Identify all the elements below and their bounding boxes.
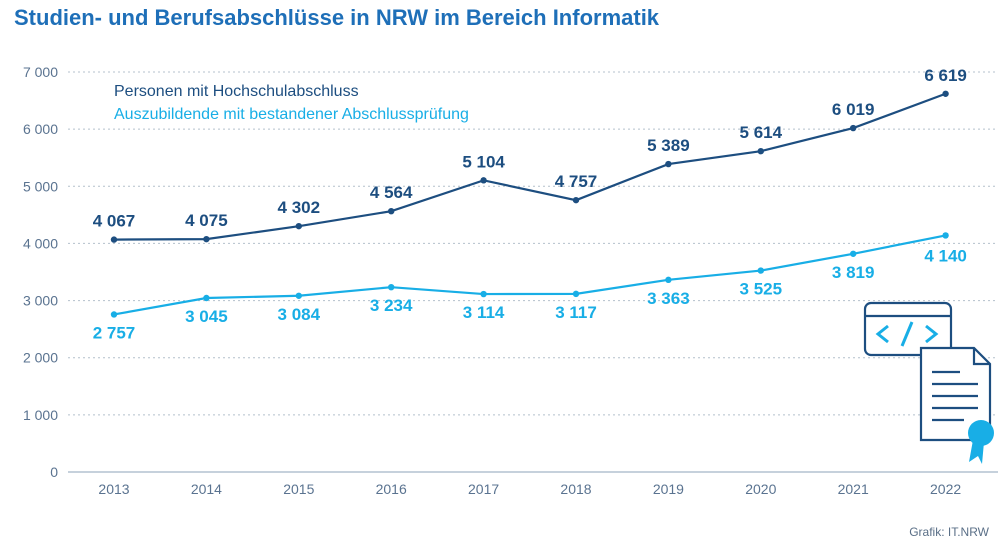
data-label: 4 075 <box>185 211 228 230</box>
data-point <box>110 311 118 318</box>
data-label: 3 117 <box>555 303 597 322</box>
series-line-2 <box>113 234 946 316</box>
x-tick-label: 2022 <box>930 481 961 497</box>
data-label: 4 564 <box>370 183 413 202</box>
data-point <box>480 177 487 184</box>
data-label: 3 234 <box>370 296 413 315</box>
y-tick-label: 4 000 <box>23 235 58 251</box>
data-label: 5 614 <box>740 123 783 142</box>
data-label: 6 019 <box>832 100 875 119</box>
data-point <box>572 196 580 204</box>
x-tick-label: 2018 <box>560 481 591 497</box>
data-label: 6 619 <box>924 66 967 85</box>
y-tick-label: 3 000 <box>23 293 58 309</box>
chart-title: Studien- und Berufsabschlüsse in NRW im … <box>14 5 660 30</box>
legend-entry-2: Auszubildende mit bestandener Abschlussp… <box>114 106 469 123</box>
y-tick-label: 0 <box>50 464 58 480</box>
data-point <box>665 160 672 168</box>
data-point <box>850 250 857 257</box>
data-point <box>942 90 949 97</box>
data-point <box>665 276 672 284</box>
x-axis-ticks: 2013 2014 2015 2016 2017 2018 2019 2020 2021 2022 <box>98 481 961 497</box>
data-point <box>850 124 857 132</box>
x-tick-label: 2020 <box>745 481 776 497</box>
data-point <box>295 292 302 299</box>
data-label: 5 104 <box>462 152 505 171</box>
data-point <box>110 236 118 243</box>
data-label: 4 140 <box>924 246 967 265</box>
data-label: 4 067 <box>93 212 136 231</box>
data-label: 3 363 <box>647 289 690 308</box>
data-label: 2 757 <box>93 323 136 342</box>
y-axis-ticks: 0 1 000 2 000 3 000 4 000 5 000 6 000 7 000 <box>23 64 58 480</box>
data-label: 3 819 <box>832 263 875 282</box>
x-tick-label: 2013 <box>98 481 129 497</box>
data-label: 5 389 <box>647 136 690 155</box>
data-point <box>295 222 302 230</box>
x-tick-label: 2014 <box>191 481 222 497</box>
y-tick-label: 2 000 <box>23 350 58 366</box>
data-point <box>388 208 395 215</box>
data-point <box>388 284 395 291</box>
y-tick-label: 7 000 <box>23 64 58 80</box>
data-label: 4 757 <box>555 172 598 191</box>
x-tick-label: 2016 <box>376 481 407 497</box>
series-line-1 <box>113 92 946 241</box>
legend-entry-1: Personen mit Hochschulabschluss <box>114 83 359 100</box>
certificate-icon <box>919 346 994 464</box>
data-point <box>203 294 210 302</box>
x-tick-label: 2021 <box>838 481 869 497</box>
data-point <box>942 232 949 239</box>
grid-lines <box>68 71 998 473</box>
source-credit: Grafik: IT.NRW <box>909 525 989 539</box>
data-labels: 4 067 4 075 4 302 4 564 5 104 4 757 5 389 5 614… <box>93 66 967 343</box>
data-point <box>757 267 764 274</box>
data-label: 3 114 <box>463 303 505 322</box>
data-point <box>757 148 764 155</box>
data-label: 3 525 <box>740 280 783 299</box>
data-point <box>480 290 487 298</box>
x-tick-label: 2019 <box>653 481 684 497</box>
data-point <box>203 235 210 243</box>
legend: Personen mit Hochschulabschluss Auszubild… <box>114 83 469 123</box>
data-point <box>572 290 580 298</box>
data-label: 3 084 <box>278 305 321 324</box>
x-tick-label: 2015 <box>283 481 314 497</box>
y-tick-label: 5 000 <box>23 178 58 194</box>
code-window-icon <box>863 301 953 357</box>
x-tick-label: 2017 <box>468 481 499 497</box>
y-tick-label: 1 000 <box>23 407 58 423</box>
data-label: 4 302 <box>278 198 321 217</box>
series-layer <box>110 90 949 318</box>
data-label: 3 045 <box>185 307 228 326</box>
y-tick-label: 6 000 <box>23 121 58 137</box>
